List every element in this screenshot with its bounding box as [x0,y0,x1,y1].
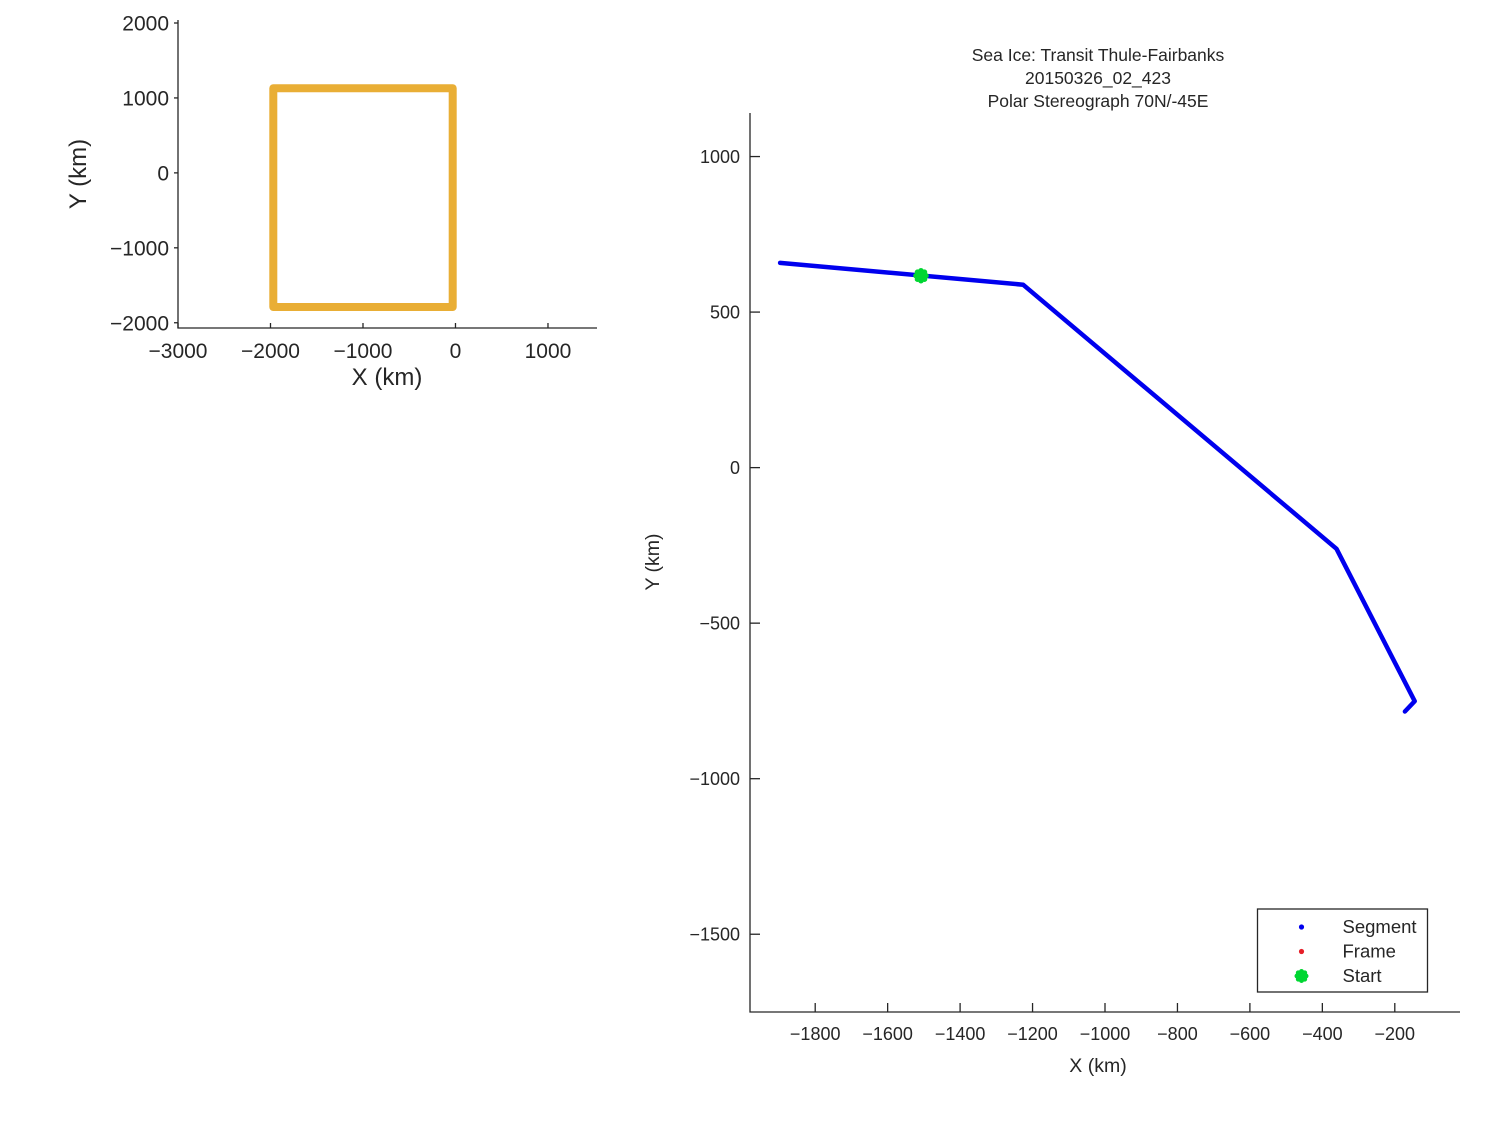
main-plot: −1800 −1600 −1400 −1200 −1000 −800 −600 −400 −20… [642,45,1460,1077]
main-y-tick-label: 1000 [700,147,740,167]
main-series-segment [777,260,1417,714]
main-x-tick-label: −800 [1157,1024,1198,1044]
main-y-tick-label: −1000 [689,769,740,789]
start-marker [913,267,929,284]
main-x-tick-label: −1000 [1080,1024,1131,1044]
overview-x-axis-label: X (km) [352,364,423,391]
overview-y-tick-label: −1000 [110,237,169,260]
overview-y-tick-label: 0 [157,162,169,185]
main-title-line-1: Sea Ice: Transit Thule-Fairbanks [972,45,1225,65]
main-x-tick-label: −400 [1302,1024,1343,1044]
overview-y-tick-label: 1000 [122,87,169,110]
main-x-tick-label: −600 [1230,1024,1271,1044]
legend-box [1256,908,1429,993]
main-x-tick-label: −1800 [790,1024,841,1044]
legend-label-segment: Segment [1343,916,1417,937]
overview-plot-generated: −3000 −2000 −1000 0 1000 2000 1000 0 −1000 −2000 [110,12,597,363]
overview-x-tick-label: −2000 [241,340,300,363]
legend-label-frame: Frame [1343,941,1396,962]
overview-x-tick-label: −3000 [149,340,208,363]
overview-series-swath-extent-rectangle [269,84,457,311]
legend: Segment Frame Start [1256,908,1429,993]
main-y-tick-label: 500 [710,303,740,323]
legend-marker-segment-dot [1298,924,1305,930]
overview-y-tick-label: −2000 [110,312,169,335]
legend-marker-start-burst [1294,969,1309,983]
main-x-tick-label: −1400 [935,1024,986,1044]
main-x-tick-label: −1200 [1007,1024,1058,1044]
overview-y-tick-label: 2000 [122,12,169,35]
legend-marker-frame-dot [1298,948,1305,955]
main-y-tick-label: −500 [699,614,740,634]
main-title-line-3: Polar Stereograph 70N/-45E [988,91,1209,111]
main-axis-lines [749,113,1460,1013]
main-x-tick-label: −200 [1375,1024,1416,1044]
overview-axis-lines [177,20,597,329]
overview-y-axis-label: Y (km) [65,139,92,209]
main-y-tick-label: 0 [730,458,740,478]
legend-label-start: Start [1343,965,1382,986]
overview-x-tick-label: 0 [450,340,462,363]
main-plot-generated: −1800 −1600 −1400 −1200 −1000 −800 −600 −400 −20… [689,113,1460,1044]
overview-x-tick-label: 1000 [525,340,572,363]
main-x-tick-label: −1600 [862,1024,913,1044]
main-title-line-2: 20150326_02_423 [1025,68,1171,89]
main-y-axis-label: Y (km) [642,533,664,590]
overview-plot: −3000 −2000 −1000 0 1000200010000−1000−2000 … [65,12,597,391]
overview-x-tick-label: −1000 [333,340,392,363]
main-y-tick-label: −1500 [689,925,740,945]
main-x-axis-label: X (km) [1069,1055,1126,1077]
